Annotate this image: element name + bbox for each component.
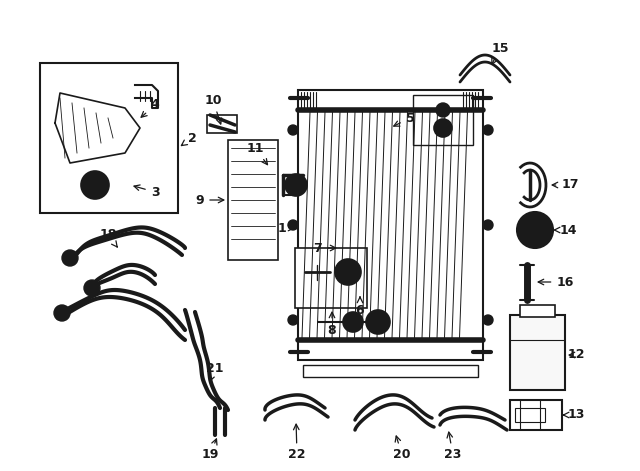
Bar xyxy=(413,95,473,145)
Bar xyxy=(228,140,278,260)
Text: 14: 14 xyxy=(554,224,577,236)
Circle shape xyxy=(288,125,298,135)
Bar xyxy=(295,248,367,308)
Text: 21: 21 xyxy=(206,362,224,381)
Circle shape xyxy=(343,312,363,332)
Bar xyxy=(298,90,483,360)
Text: 4: 4 xyxy=(141,98,159,117)
Circle shape xyxy=(288,315,298,325)
Text: 11: 11 xyxy=(246,141,268,165)
Text: 9: 9 xyxy=(196,194,224,206)
Polygon shape xyxy=(55,93,140,163)
Text: 16: 16 xyxy=(538,276,573,289)
Circle shape xyxy=(81,171,109,199)
Bar xyxy=(510,400,562,430)
Circle shape xyxy=(483,315,493,325)
Text: 18: 18 xyxy=(99,228,117,247)
Text: 17: 17 xyxy=(552,179,579,192)
Text: 20: 20 xyxy=(393,436,411,462)
Text: 2: 2 xyxy=(181,131,196,146)
Text: 1: 1 xyxy=(278,221,294,235)
Circle shape xyxy=(84,280,100,296)
Text: 13: 13 xyxy=(563,408,585,422)
Circle shape xyxy=(366,310,390,334)
Circle shape xyxy=(62,250,78,266)
Circle shape xyxy=(285,174,307,196)
Text: 12: 12 xyxy=(567,349,585,362)
Circle shape xyxy=(335,259,361,285)
Bar xyxy=(515,408,545,422)
Circle shape xyxy=(288,220,298,230)
Circle shape xyxy=(517,212,553,248)
Text: 6: 6 xyxy=(356,297,364,317)
Circle shape xyxy=(483,220,493,230)
Circle shape xyxy=(436,103,450,117)
Text: 23: 23 xyxy=(444,432,461,462)
Text: 19: 19 xyxy=(202,439,219,462)
Circle shape xyxy=(54,305,70,321)
Text: 8: 8 xyxy=(328,312,336,336)
Circle shape xyxy=(483,125,493,135)
Bar xyxy=(520,305,555,317)
Bar xyxy=(207,115,237,133)
Circle shape xyxy=(343,267,353,277)
Circle shape xyxy=(88,178,102,192)
Text: 15: 15 xyxy=(492,41,509,64)
Bar xyxy=(40,63,178,213)
Text: 22: 22 xyxy=(288,424,306,462)
Bar xyxy=(303,365,478,377)
Circle shape xyxy=(434,119,452,137)
Text: 7: 7 xyxy=(314,242,336,254)
Bar xyxy=(510,315,565,390)
Text: 10: 10 xyxy=(204,94,221,124)
Circle shape xyxy=(527,222,543,238)
Text: 5: 5 xyxy=(394,112,414,126)
Text: 3: 3 xyxy=(134,185,159,198)
